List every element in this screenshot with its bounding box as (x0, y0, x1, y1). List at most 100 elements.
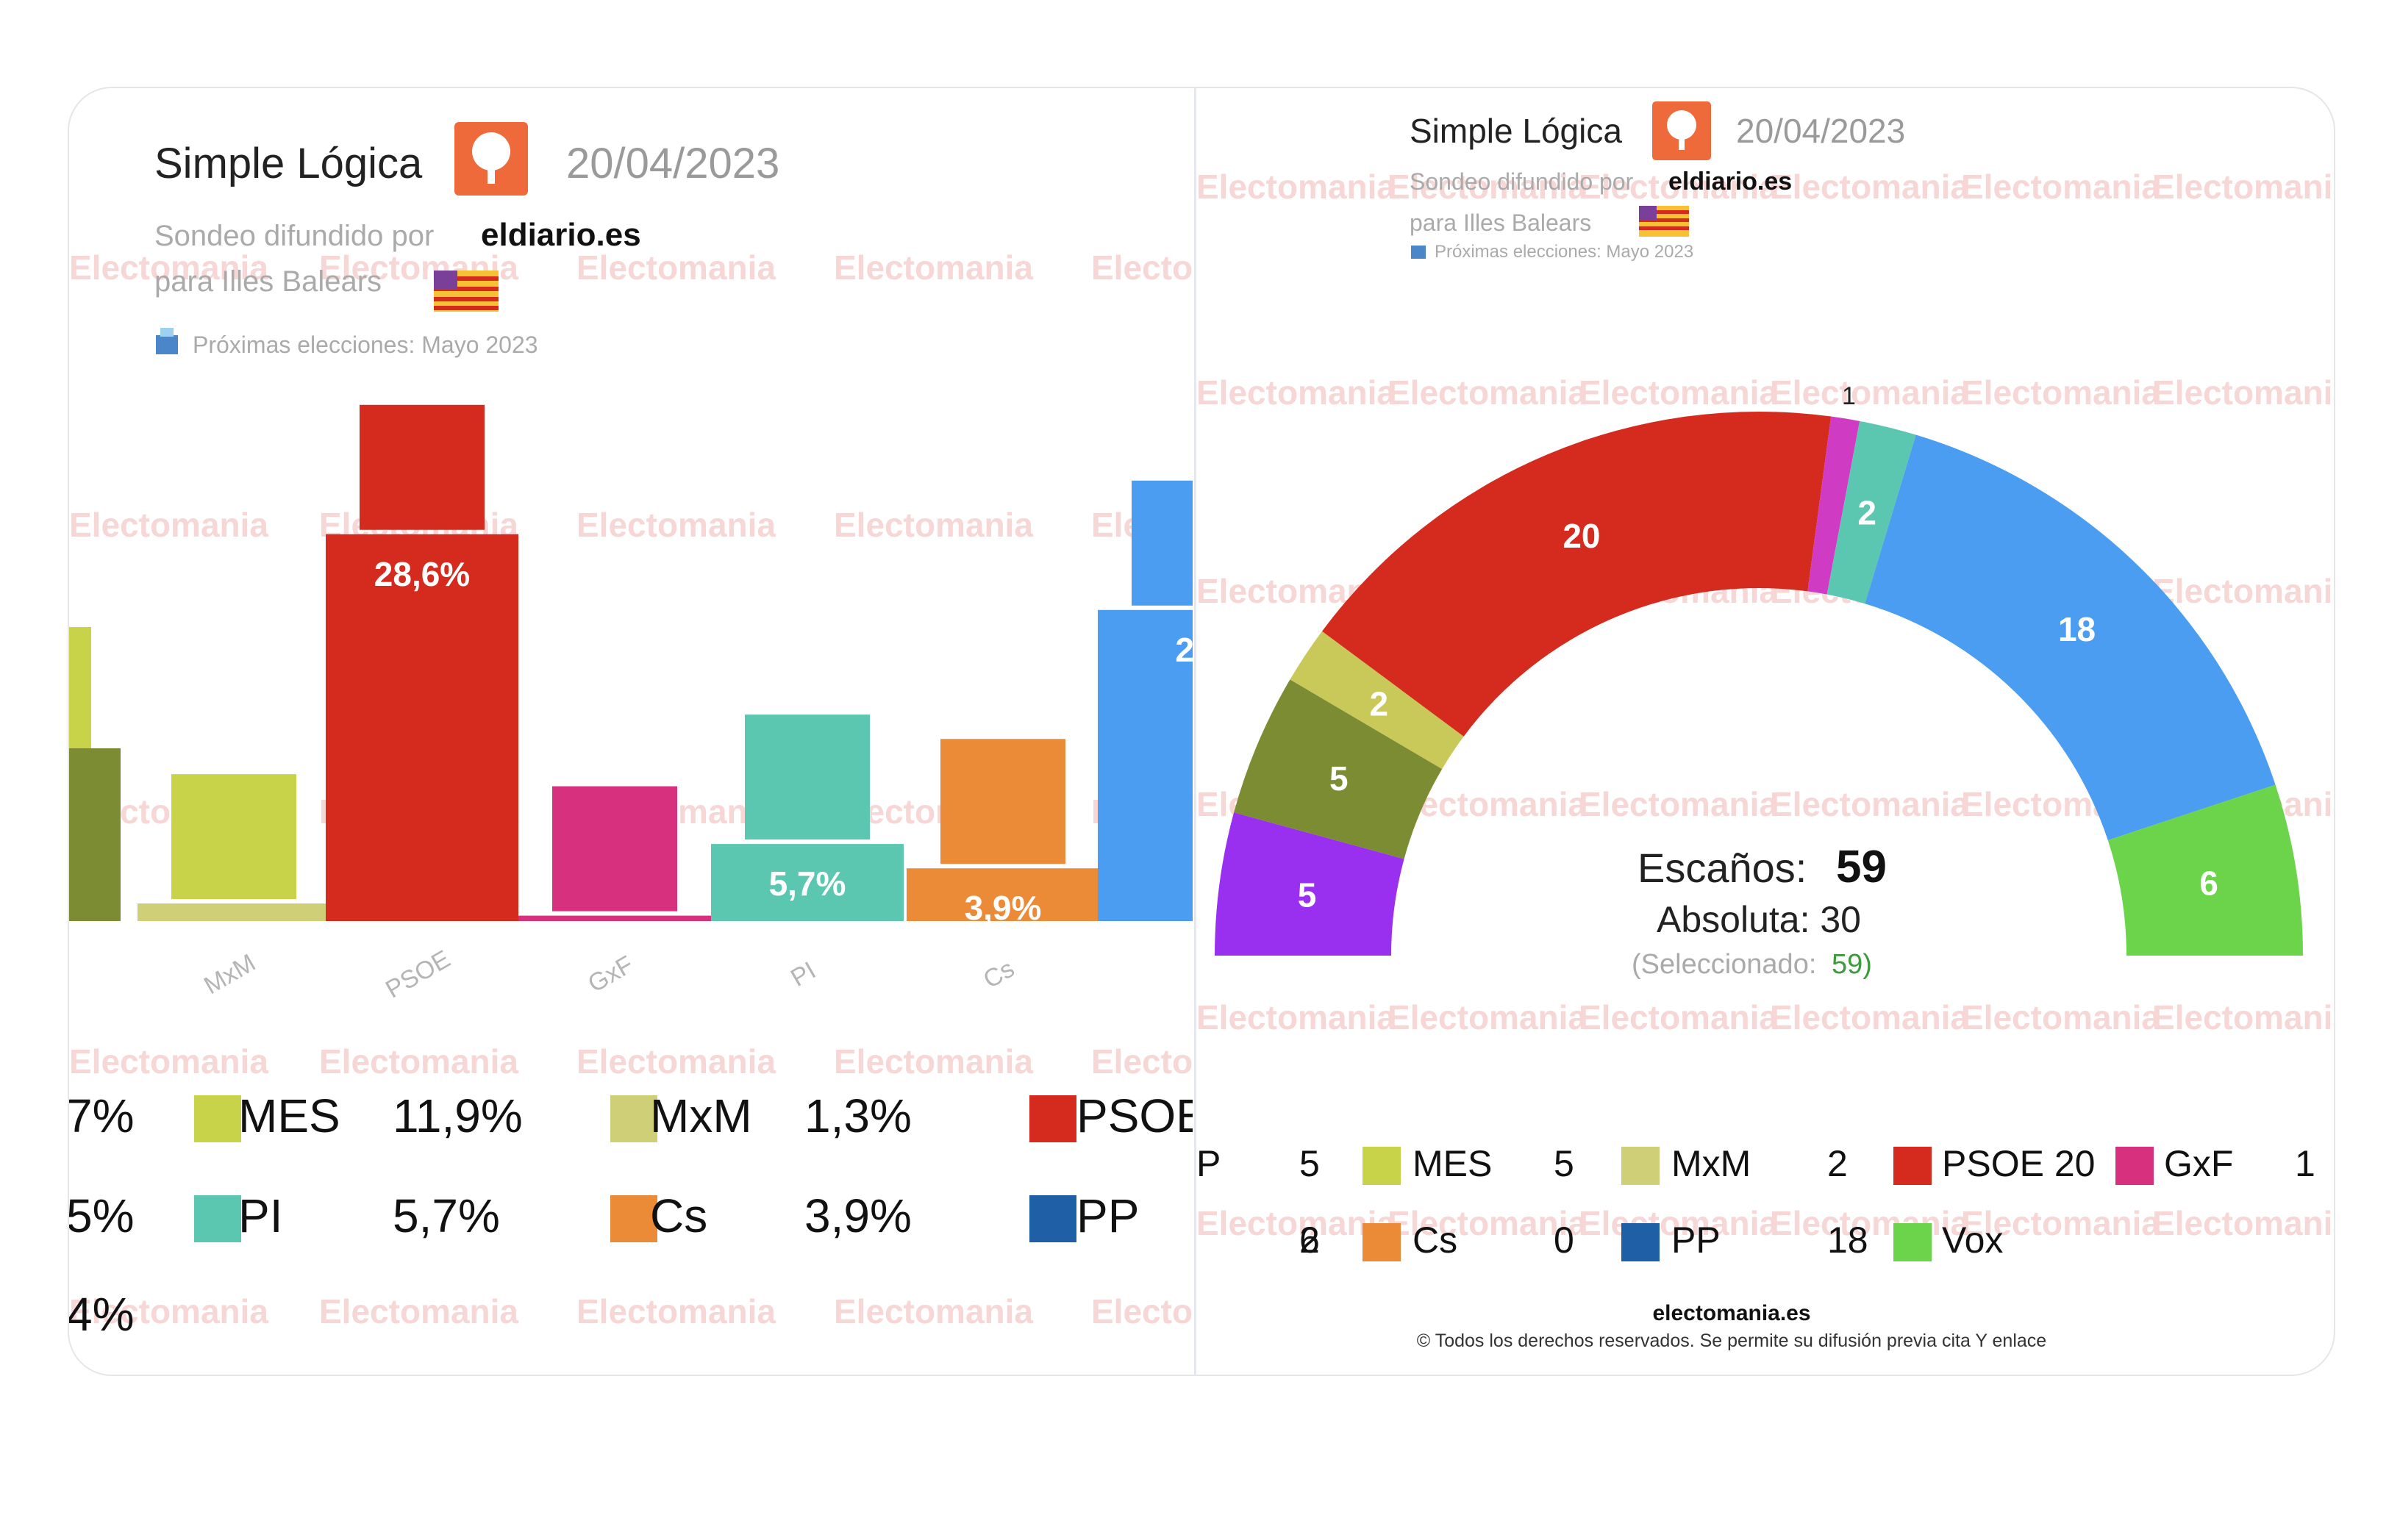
legend-value: 5 (1554, 1143, 1574, 1184)
pollster-name: Simple Lógica (1410, 112, 1622, 150)
legend-label: MES (238, 1089, 340, 1142)
watermark-text: Electomania (576, 1292, 776, 1331)
legend-value: 11,9% (393, 1089, 523, 1142)
region-label: para Illes Balears (154, 265, 382, 298)
watermark-text: Electomania (1770, 168, 1969, 206)
next-elections-note: Próximas elecciones: Mayo 2023 (193, 332, 538, 358)
legend-label: GxF (2164, 1143, 2233, 1184)
watermark-text: Electomania (1388, 373, 1587, 412)
legend-label: PP (1671, 1220, 1721, 1261)
watermark-text: Electomania (1091, 1042, 1193, 1081)
party-logo-tile (1132, 480, 1193, 606)
ballot-box-icon (1411, 246, 1426, 259)
category-tick-label: MxM (199, 949, 260, 1000)
seat-summary: Escaños: 59 Absoluta: 30 (Seleccionado: … (1632, 842, 1887, 980)
legend-value: 18 (1827, 1220, 1868, 1261)
legend-value: 7% (69, 1089, 135, 1142)
watermark-text: Electomania (2152, 572, 2335, 610)
selected-prefix: (Seleccionado: (1632, 949, 1816, 980)
legend-label: Cs (650, 1189, 707, 1242)
watermark-text: Electomania (1196, 998, 1396, 1036)
watermark-text: Electomania (1388, 998, 1587, 1036)
parliament-chart: ElectomaniaElectomaniaElectomaniaElectom… (1196, 101, 2335, 1351)
legend-swatch (1029, 1195, 1076, 1242)
watermark-text: Electomania (69, 248, 268, 287)
watermark-text: Electomania (1388, 168, 1587, 206)
legend-label: PSOE 20 (1942, 1143, 2095, 1184)
watermark-text: Electomania (1579, 373, 1778, 412)
bar-chart-panel: Electomania Electomania Electomania Electom… (69, 88, 1193, 1375)
watermark-text: Electomania (1961, 168, 2160, 206)
watermark-text: Electomania (1579, 785, 1778, 823)
watermark-text: Electomania (1579, 998, 1778, 1036)
party-logo-tile (360, 404, 485, 530)
legend-swatch (194, 1195, 241, 1242)
watermark-text: Electomania (1770, 1204, 1969, 1242)
seat-arc-psoe (1321, 412, 1832, 737)
legend-swatch (1621, 1223, 1660, 1261)
party-logo-tile (552, 786, 677, 912)
seat-arc-gxf (1807, 416, 1860, 595)
seat-count-label: 6 (2199, 864, 2218, 902)
legend-label: PP (1076, 1189, 1139, 1242)
category-tick-label: GxF (583, 950, 638, 998)
bar-partial (1098, 609, 1193, 921)
party-logo-tile (171, 774, 296, 900)
parliament-panel: Electomania Electomania Electomania Electom… (1194, 88, 2335, 1375)
seat-arc-unlabeled (1215, 812, 1404, 956)
watermark-text: Electomania (2152, 373, 2335, 412)
legend-swatch (610, 1195, 657, 1242)
seat-count-label: 1 (1842, 382, 1856, 410)
watermark-text: Electomania (1091, 1292, 1193, 1331)
legend-swatch (1029, 1095, 1076, 1142)
legend-swatch (2115, 1147, 2154, 1185)
watermark-text: Electomania (1961, 1204, 2160, 1242)
seat-count-label: 5 (1298, 876, 1317, 914)
seat-arc-mes (1234, 679, 1443, 859)
legend-value: 4% (69, 1288, 135, 1341)
legend-value: 6 (1299, 1220, 1320, 1261)
ballot-box-icon (156, 328, 178, 354)
legend-value: 2 (1827, 1143, 1848, 1184)
outlet-name: eldiario.es (481, 217, 641, 253)
bar-category-labels: MxM PSOE GxF PI Cs (199, 945, 1019, 1003)
watermark-text: Electomania (834, 1292, 1033, 1331)
poll-date: 20/04/2023 (1736, 112, 1905, 150)
seat-arc-vox (2107, 784, 2303, 956)
legend-swatch (1362, 1147, 1401, 1185)
watermark-text: Electomania (1196, 168, 1396, 206)
watermark-text: Electomania (69, 1042, 268, 1081)
legend-swatch (1621, 1147, 1660, 1185)
subtitle-prefix: Sondeo difundido por (1410, 168, 1634, 195)
seat-count-label: 20 (1562, 517, 1600, 555)
next-elections-note: Próximas elecciones: Mayo 2023 (1435, 242, 1693, 262)
watermark-text: Electomania (1770, 785, 1969, 823)
legend-value: 0 (1554, 1220, 1574, 1261)
watermark-text: Electomania (69, 1292, 268, 1331)
party-logo-tile (745, 715, 870, 840)
legend-label: MES (1412, 1143, 1492, 1184)
watermark-text: Electomania (576, 248, 776, 287)
bar-gxf (518, 915, 711, 921)
legend-label: Cs (1412, 1220, 1457, 1261)
legend-label: MxM (650, 1089, 752, 1142)
legend-label: MxM (1671, 1143, 1751, 1184)
bar-els-logo (69, 627, 91, 748)
legend-label: P (1196, 1143, 1221, 1184)
tree-icon (472, 132, 510, 184)
watermark-text: Electomania (576, 1042, 776, 1081)
seat-legend: P 5 MES 5 MxM 2 PSOE 20 GxF 1 2 Cs 0 PP 18 Vox 6 (1196, 1143, 2315, 1261)
seat-arc-unlabeled (1826, 420, 1916, 604)
legend-swatch (1893, 1147, 1932, 1185)
watermark-text: Electomania (1770, 373, 1969, 412)
legend-swatch (610, 1095, 657, 1142)
watermark-text: Electomania (1961, 373, 2160, 412)
watermark-text: Electomania (1091, 248, 1193, 287)
watermark-text: Electomania (1579, 1204, 1778, 1242)
bar-legend: 7% MES 11,9% MxM 1,3% PSOE 5% PI 5,7% Cs 3,9% PP 4% (69, 1089, 1193, 1341)
balearic-flag-icon (434, 271, 499, 312)
legend-value: 1,3% (804, 1089, 912, 1142)
category-tick-label: PI (786, 956, 821, 992)
watermark-text: Electomania (1196, 373, 1396, 412)
category-tick-label: Cs (979, 955, 1019, 995)
